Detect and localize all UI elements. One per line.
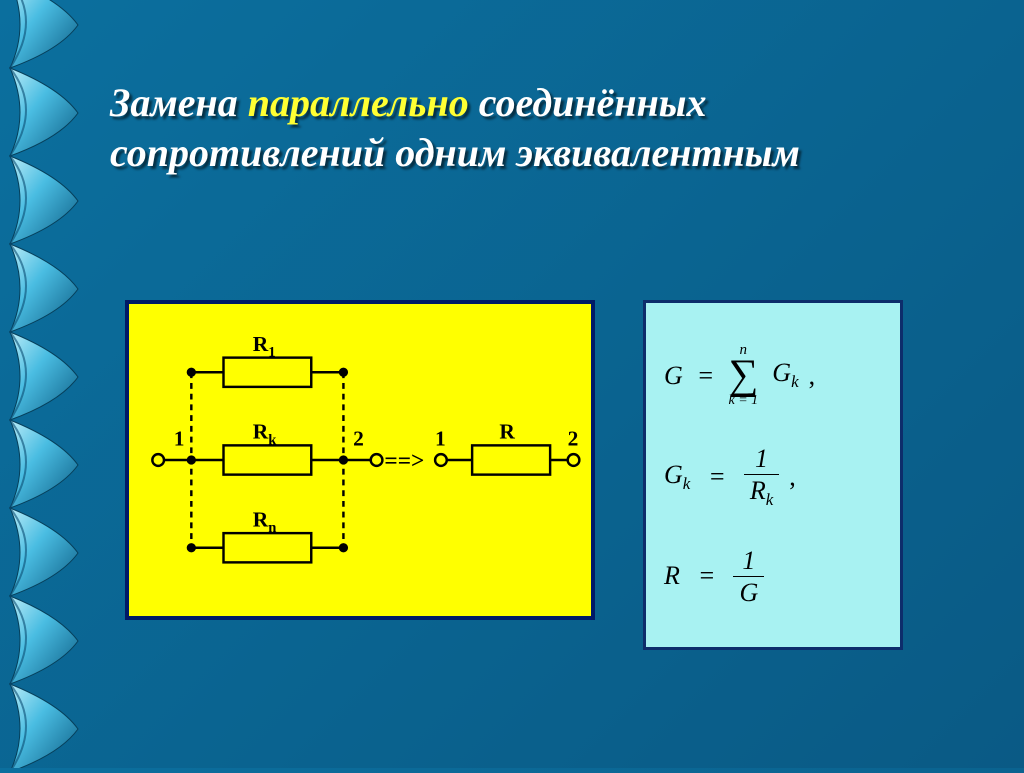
title-word-2: параллельно (248, 80, 469, 125)
panels-row: 1 2 R1 Rk Rn ==> 1 R 2 G = n ∑ k = 1 (125, 300, 985, 650)
formula-panel: G = n ∑ k = 1 Gk , Gk = 1 (643, 300, 903, 650)
sym-gk-left: Gk (664, 462, 690, 493)
resistor-rk-label: Rk (253, 420, 277, 449)
eq-sign: = (697, 363, 715, 389)
node-right-label: 2 (353, 426, 364, 450)
circuit-diagram: 1 2 R1 Rk Rn ==> 1 R 2 (125, 300, 595, 620)
equivalent-r-label: R (499, 420, 515, 444)
resistor-rn-label: Rn (253, 507, 277, 536)
fraction-1-over-g: 1 G (733, 547, 764, 607)
content-area: Замена параллельно соединённых сопротивл… (110, 78, 990, 178)
sym-gk: Gk (772, 360, 798, 391)
title-word-1: Замена (110, 80, 238, 125)
arrow-text: ==> (384, 448, 424, 474)
sym-g: G (664, 363, 683, 389)
node-left-label: 1 (174, 426, 185, 450)
sym-r: R (664, 563, 680, 589)
eq-sign-3: = (698, 563, 716, 589)
formula-r: R = 1 G (664, 547, 882, 607)
formula-gk: Gk = 1 Rk , (664, 445, 882, 509)
eq-node-left: 1 (435, 426, 446, 450)
formula-g-sum: G = n ∑ k = 1 Gk , (664, 344, 882, 408)
slide-title: Замена параллельно соединённых сопротивл… (110, 78, 990, 178)
resistor-r1-label: R1 (253, 332, 276, 361)
eq-sign-2: = (708, 464, 726, 490)
eq-node-right: 2 (568, 426, 579, 450)
spiral-binding (0, 0, 90, 768)
fraction-1-over-rk: 1 Rk (744, 445, 779, 509)
sigma-icon: n ∑ k = 1 (728, 344, 758, 408)
